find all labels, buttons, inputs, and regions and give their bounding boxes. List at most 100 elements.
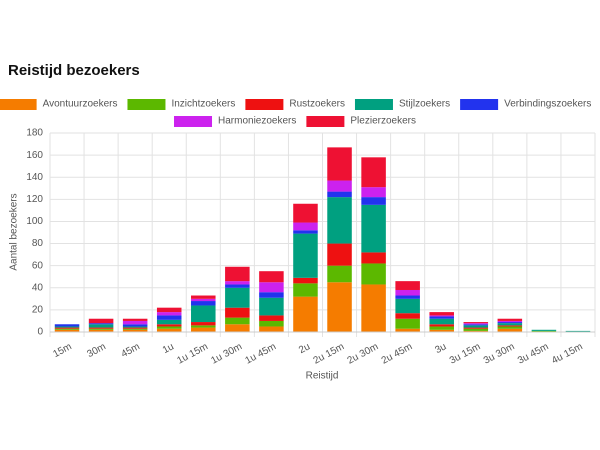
- bar-segment: [293, 203, 318, 223]
- bar-segment: [497, 328, 523, 332]
- bar-segment: [259, 315, 284, 321]
- bar-segment: [54, 327, 80, 329]
- bar-segment: [225, 266, 250, 282]
- bar-segment: [293, 230, 318, 234]
- bar-segment: [54, 329, 80, 332]
- bar-segment: [88, 327, 114, 329]
- legend-label: Rustzoekers: [289, 99, 345, 110]
- bar-segment: [327, 180, 352, 192]
- bar-segment: [361, 157, 386, 188]
- x-axis-label: Reistijd: [306, 371, 339, 382]
- x-tick-label: 2u: [297, 341, 312, 356]
- legend-label: Avontuurzoekers: [43, 99, 118, 110]
- bar-segment: [429, 324, 454, 327]
- bar-segment: [259, 292, 284, 298]
- legend-swatch: [174, 116, 213, 127]
- bar-segment: [429, 329, 454, 332]
- bar-segment: [463, 322, 489, 324]
- x-tick-label: 1u 30m: [209, 341, 244, 366]
- bar-segment: [191, 322, 216, 326]
- bar-segment: [191, 325, 216, 328]
- bar-segment: [122, 318, 148, 321]
- x-tick-label: 3u 30m: [482, 341, 517, 366]
- bar-segment: [361, 204, 386, 253]
- legend-swatch: [0, 99, 37, 110]
- bar-segment: [497, 322, 523, 324]
- bar-segment: [225, 317, 250, 325]
- bar-segment: [225, 324, 250, 332]
- bar-segment: [259, 326, 284, 332]
- y-tick-label: 0: [37, 327, 43, 338]
- bar-segment: [463, 328, 489, 331]
- bar-segment: [191, 305, 216, 323]
- bar-segment: [395, 298, 420, 314]
- x-tick-label: 4u 15m: [550, 341, 585, 366]
- bar-segment: [259, 282, 284, 293]
- legend-label: Harmoniezoekers: [218, 116, 296, 127]
- bar-segment: [293, 277, 318, 284]
- bar-segment: [293, 283, 318, 297]
- bar-segment: [327, 265, 352, 283]
- x-tick-label: 15m: [51, 341, 73, 360]
- bar-segment: [122, 328, 148, 330]
- bar-segment: [497, 323, 523, 326]
- bar-segment: [429, 312, 454, 316]
- legend-swatch: [127, 99, 166, 110]
- y-tick-label: 20: [32, 305, 44, 316]
- bar-segment: [88, 328, 114, 330]
- bar-segment: [259, 297, 284, 316]
- bar-segment: [122, 327, 148, 329]
- bar-segment: [361, 187, 386, 198]
- y-tick-label: 100: [26, 216, 43, 227]
- bar-segment: [156, 326, 182, 329]
- bar-segment: [156, 328, 182, 332]
- bar-segment: [361, 252, 386, 264]
- legend-swatch: [245, 99, 284, 110]
- bar-segment: [54, 326, 80, 328]
- x-tick-label: 3u 15m: [448, 341, 483, 366]
- bar-segment: [429, 315, 454, 317]
- bar-segment: [497, 326, 523, 329]
- bar-segment: [191, 298, 216, 302]
- bar-segment: [54, 328, 80, 330]
- legend-swatch: [354, 99, 393, 110]
- bar-segment: [531, 330, 557, 332]
- legend-label: Plezierzoekers: [350, 116, 416, 127]
- legend-label: Stijlzoekers: [399, 99, 450, 110]
- x-tick-label: 2u 15m: [312, 341, 347, 366]
- bar-segment: [293, 233, 318, 278]
- bar-segment: [225, 284, 250, 288]
- bar-segment: [327, 243, 352, 266]
- bar-segment: [395, 318, 420, 329]
- legend-label: Inzichtzoekers: [171, 99, 235, 110]
- bar-segment: [122, 320, 148, 325]
- bar-segment: [122, 324, 148, 327]
- bar-segment: [497, 320, 523, 323]
- bar-segment: [122, 329, 148, 332]
- bar-segment: [429, 326, 454, 330]
- bar-segment: [463, 330, 489, 332]
- bar-segment: [54, 324, 80, 327]
- bar-segment: [225, 287, 250, 308]
- y-tick-label: 140: [26, 172, 43, 183]
- bar-segment: [293, 296, 318, 332]
- y-tick-label: 180: [26, 128, 43, 139]
- bar-segment: [361, 197, 386, 205]
- bar-segment: [191, 295, 216, 299]
- bar-segment: [88, 323, 114, 325]
- bar-segment: [531, 329, 557, 331]
- bar-segment: [463, 327, 489, 329]
- bar-segment: [259, 320, 284, 327]
- bar-segment: [395, 313, 420, 319]
- bar-segment: [88, 324, 114, 328]
- legend-swatch: [306, 116, 345, 127]
- y-axis-label: Aantal bezoekers: [9, 193, 20, 270]
- legend-swatch: [460, 99, 499, 110]
- bar-segment: [156, 315, 182, 320]
- bar-segment: [497, 325, 523, 327]
- x-tick-label: 1u 45m: [243, 341, 278, 366]
- bar-segment: [88, 318, 114, 324]
- bar-segment: [565, 330, 591, 332]
- bar-segment: [497, 318, 523, 321]
